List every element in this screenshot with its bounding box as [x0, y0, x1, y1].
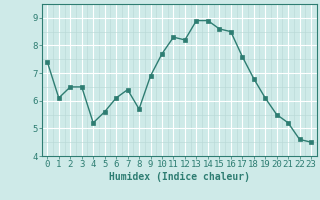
X-axis label: Humidex (Indice chaleur): Humidex (Indice chaleur)	[109, 172, 250, 182]
